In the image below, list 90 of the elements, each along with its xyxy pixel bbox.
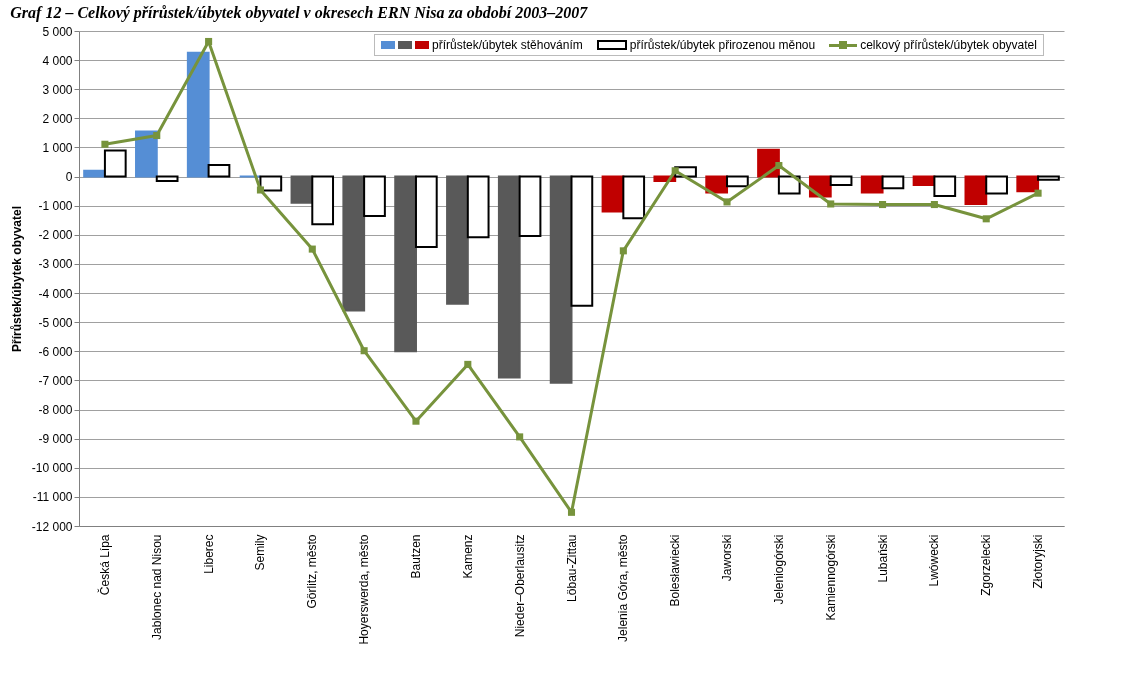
point <box>567 508 576 516</box>
bar <box>446 175 469 305</box>
x-tick-label: Bautzen <box>408 534 423 579</box>
point <box>775 161 783 170</box>
x-tick-label: Görlitz, město <box>305 534 320 609</box>
bar <box>414 175 438 249</box>
bar <box>466 175 490 239</box>
y-tick-label: -10 000 <box>31 461 73 476</box>
bar <box>985 175 1008 195</box>
bar <box>259 175 283 192</box>
bar <box>549 175 573 384</box>
x-tick-label: Lubański <box>875 534 890 583</box>
x-tick-label: Złotoryjski <box>1031 534 1046 589</box>
x-tick-label: Löbau-Zittau <box>564 534 579 602</box>
bar <box>829 175 853 187</box>
bar <box>207 163 231 178</box>
y-tick-label: -9 000 <box>38 432 73 447</box>
y-tick-label: -2 000 <box>38 228 73 243</box>
y-tick-label: -1 000 <box>38 199 73 214</box>
bar <box>135 130 158 178</box>
y-axis-title: Přírůstek/úbytek obyvatel <box>9 205 24 353</box>
x-tick-label: Liberec <box>201 534 216 574</box>
y-tick-label: 0 <box>65 170 73 185</box>
bar <box>881 175 905 190</box>
point <box>982 215 990 223</box>
x-tick-label: Jelenia Góra, město <box>616 534 631 642</box>
bar <box>570 175 594 307</box>
x-tick-label: Jablonec nad Nisou <box>149 534 164 640</box>
point <box>256 186 264 194</box>
x-tick-label: Česká Lípa <box>96 534 112 596</box>
y-tick-label: -6 000 <box>38 344 73 359</box>
legend-label: přírůstek/úbytek přirozenou měnou <box>629 38 816 52</box>
point <box>671 167 679 175</box>
x-tick-label: Lwówecki <box>927 534 942 587</box>
bar <box>777 175 801 195</box>
point <box>153 132 161 140</box>
x-tick-label: Kamiennogórski <box>823 534 838 621</box>
x-tick-label: Jeleniogórski <box>771 534 786 605</box>
bar <box>622 175 646 220</box>
bar <box>497 175 521 379</box>
bar <box>342 175 366 312</box>
x-tick-label: Kamenz <box>460 534 475 579</box>
bar <box>186 51 210 178</box>
bar <box>1037 175 1060 181</box>
point <box>1034 189 1042 197</box>
point <box>827 200 835 208</box>
point <box>930 201 938 209</box>
y-tick-label: -8 000 <box>38 403 73 418</box>
bar <box>394 175 417 353</box>
bar <box>964 175 988 205</box>
x-tick-label: Semily <box>253 534 268 571</box>
y-tick-label: 4 000 <box>42 53 73 68</box>
point <box>879 201 887 209</box>
bar <box>1016 175 1040 193</box>
point <box>412 417 420 425</box>
y-tick-label: -3 000 <box>38 257 73 272</box>
y-tick-label: -11 000 <box>32 490 73 505</box>
point <box>308 245 316 253</box>
bar <box>860 175 884 194</box>
x-tick-label: Hoyerswerda, město <box>357 534 372 645</box>
point <box>723 198 731 206</box>
point <box>516 433 524 441</box>
bar <box>726 175 749 188</box>
point <box>619 247 627 255</box>
bar <box>103 149 127 178</box>
y-tick-label: -7 000 <box>38 373 73 388</box>
y-tick-label: 1 000 <box>42 140 73 155</box>
bar <box>363 175 386 217</box>
y-tick-label: 5 000 <box>42 24 73 39</box>
x-tick-label: Bolesławiecki <box>668 534 683 607</box>
x-tick-label: Nieder–Oberlausitz <box>512 534 527 638</box>
y-tick-label: -4 000 <box>38 286 73 301</box>
y-tick-label: -12 000 <box>31 519 73 534</box>
point <box>101 140 109 148</box>
y-tick-label: 3 000 <box>42 82 73 97</box>
point <box>205 37 213 46</box>
bar <box>518 175 542 237</box>
legend-label: přírůstek/úbytek stěhováním <box>432 38 583 52</box>
legend-label: celkový přírůstek/úbytek obyvatel <box>860 38 1037 52</box>
bar <box>933 175 957 198</box>
chart-title: Graf 12 – Celkový přírůstek/úbytek obyvatel v okresech ERN Nisa za období 2003–2007 <box>10 4 589 22</box>
bar <box>155 175 179 182</box>
x-tick-label: Zgorzelecki <box>979 534 994 596</box>
y-tick-label: -5 000 <box>38 315 73 330</box>
point <box>360 347 368 355</box>
point <box>464 360 472 368</box>
bar <box>311 175 335 226</box>
bar <box>83 169 106 178</box>
x-tick-label: Jaworski <box>720 534 735 582</box>
y-tick-label: 2 000 <box>42 111 73 126</box>
